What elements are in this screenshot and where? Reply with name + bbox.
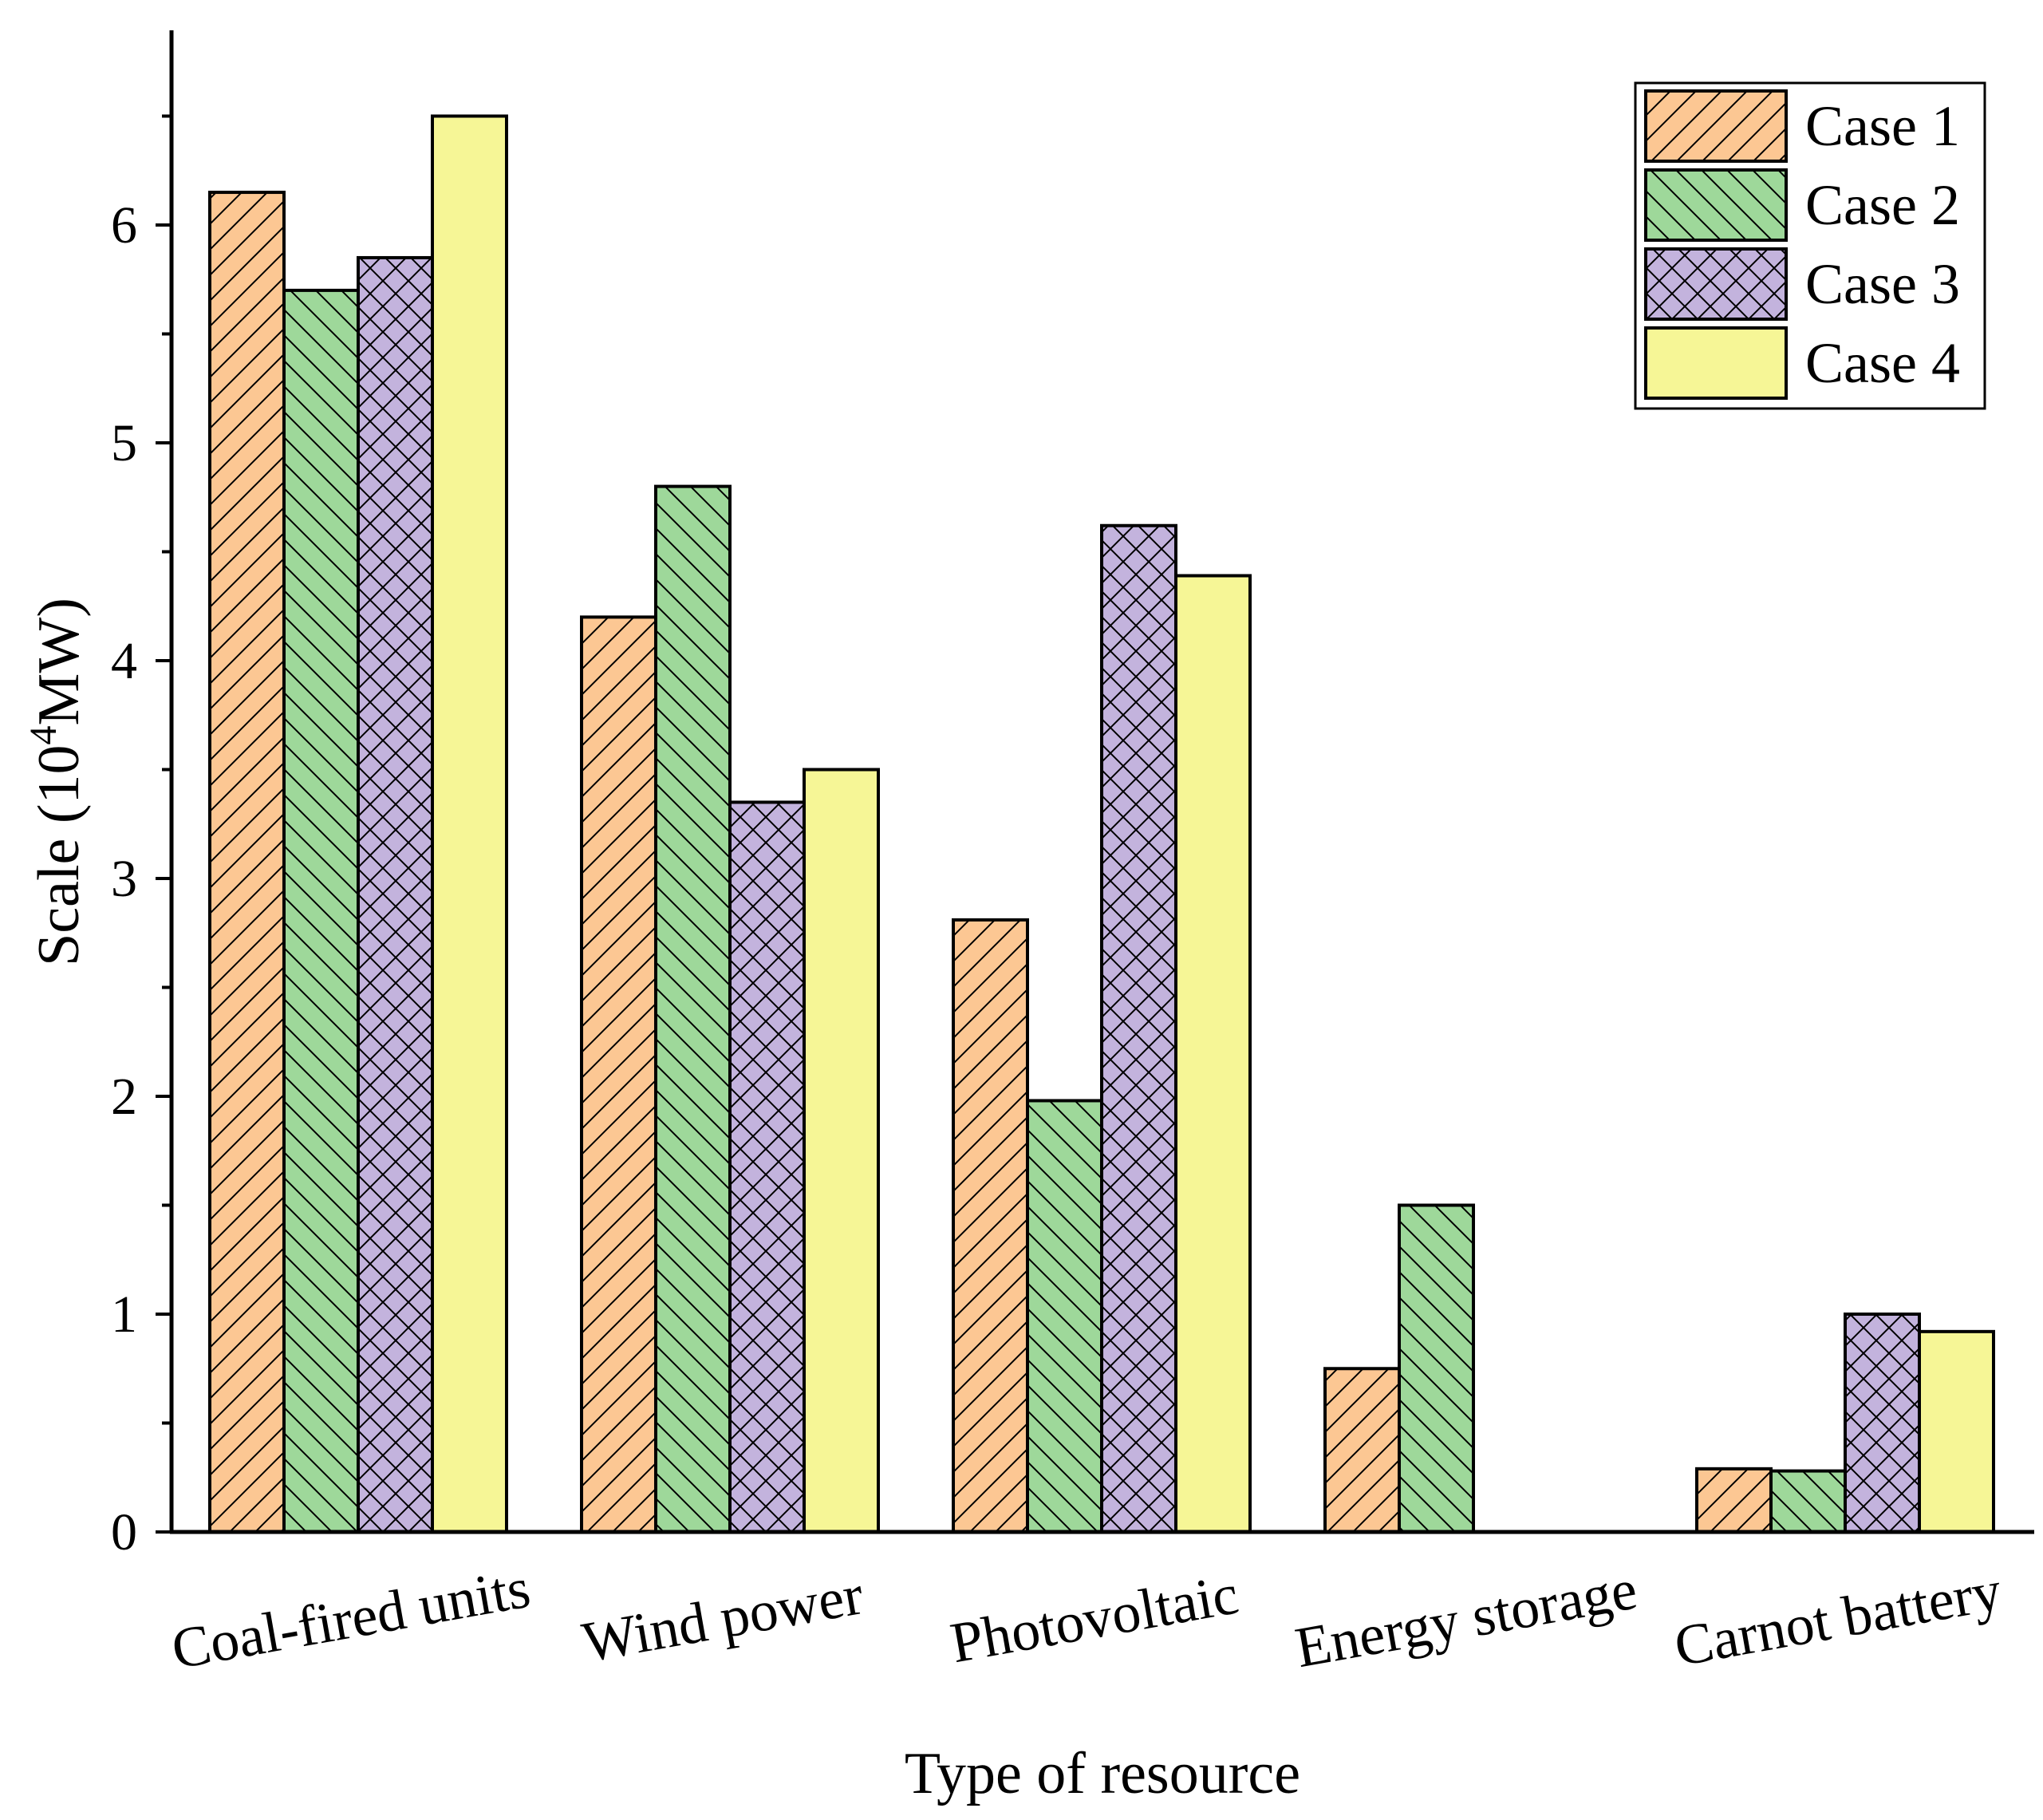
bar-carnot-battery-case-2 (1769, 1469, 1847, 1534)
bar-photovoltaic-case-3 (1100, 523, 1177, 1534)
y-ticks: 0 1 2 3 4 5 6 (111, 114, 172, 1561)
legend-label: Case 4 (1805, 331, 1960, 395)
bar-coal-fired-units-case-1 (208, 191, 286, 1534)
bar-coal-fired-units-case-4 (431, 114, 508, 1534)
x-axis: Coal-fired units Wind power Photovoltaic En… (167, 1530, 2034, 1682)
y-tick-label: 1 (111, 1285, 137, 1344)
legend-item-case-3: Case 3 (1644, 247, 1960, 321)
x-tick-label-coal-fired-units: Coal-fired units (167, 1556, 534, 1682)
legend-label: Case 3 (1805, 252, 1960, 316)
bar-carnot-battery-case-4 (1918, 1329, 1995, 1534)
y-axis: 0 1 2 3 4 5 6 (111, 30, 174, 1561)
bar-carnot-battery-case-1 (1695, 1467, 1773, 1534)
bars-layer (208, 114, 1995, 1534)
y-tick-label: 0 (111, 1503, 137, 1561)
x-tick-label-carnot-battery: Carnot battery (1670, 1558, 2006, 1679)
y-tick-label: 2 (111, 1068, 137, 1126)
legend-label: Case 1 (1805, 94, 1960, 158)
bar-photovoltaic-case-2 (1026, 1099, 1103, 1534)
x-tick-label-wind-power: Wind power (578, 1562, 868, 1674)
x-tick-label-photovoltaic: Photovoltaic (946, 1561, 1243, 1675)
bar-wind-power-case-4 (803, 768, 880, 1534)
legend-item-case-2: Case 2 (1644, 168, 1960, 242)
legend: Case 1 Case 2 Case 3 Case 4 (1634, 81, 1986, 410)
x-tick-label-energy-storage: Energy storage (1291, 1557, 1642, 1680)
bar-energy-storage-case-1 (1323, 1367, 1401, 1534)
legend-label: Case 2 (1805, 173, 1960, 237)
y-axis-title-superscript: 4 (22, 725, 65, 744)
bar-coal-fired-units-case-3 (357, 255, 434, 1534)
y-axis-title: Scale (104MW) (22, 598, 92, 966)
x-axis-title: Type of resource (905, 1741, 1300, 1806)
bar-coal-fired-units-case-2 (282, 288, 360, 1534)
bar-wind-power-case-2 (654, 484, 732, 1534)
bar-photovoltaic-case-4 (1174, 574, 1252, 1534)
legend-item-case-1: Case 1 (1644, 89, 1960, 163)
bar-energy-storage-case-2 (1398, 1203, 1475, 1534)
bar-wind-power-case-1 (580, 615, 657, 1534)
bar-photovoltaic-case-1 (952, 918, 1029, 1534)
y-tick-label: 3 (111, 850, 137, 908)
bar-wind-power-case-3 (728, 800, 806, 1534)
x-tick-labels: Coal-fired units Wind power Photovoltaic En… (167, 1556, 2006, 1682)
y-tick-label: 4 (111, 632, 137, 690)
y-tick-label: 5 (111, 414, 137, 472)
y-tick-label: 6 (111, 196, 137, 255)
y-axis-title-suffix: MW) (26, 598, 92, 725)
bar-carnot-battery-case-3 (1844, 1313, 1921, 1534)
y-axis-title-prefix: Scale (10 (26, 744, 92, 965)
legend-item-case-4: Case 4 (1644, 326, 1960, 400)
